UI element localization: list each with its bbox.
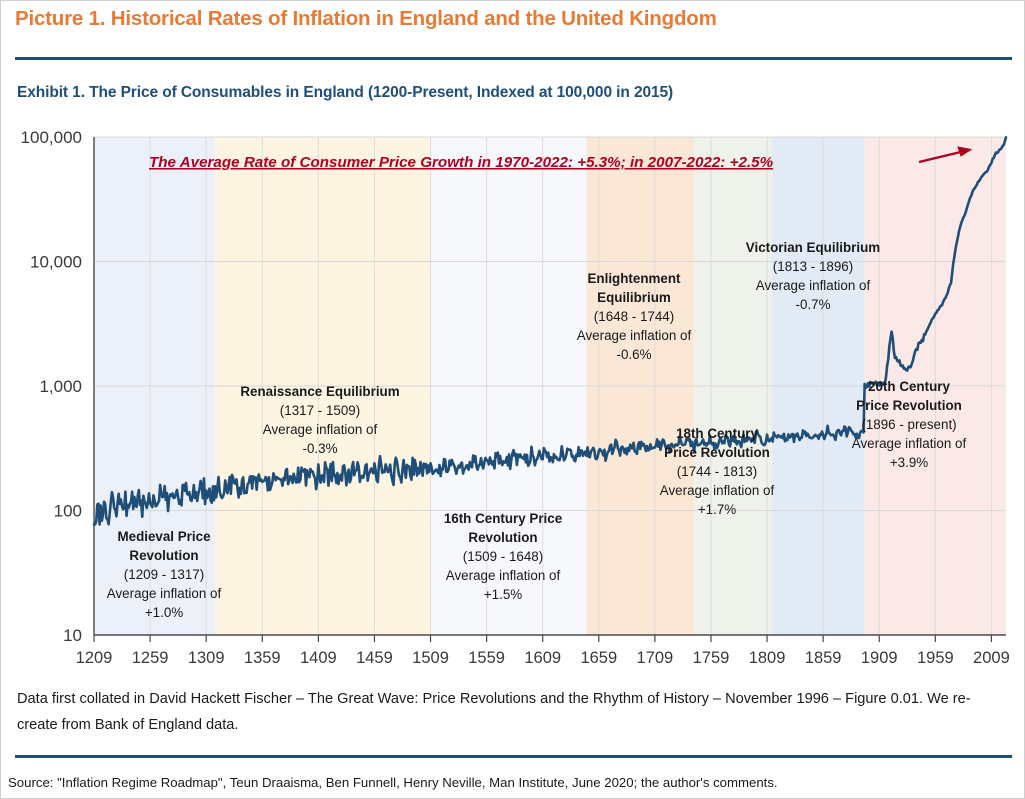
x-axis-label: 1659 <box>580 649 617 667</box>
y-axis-label: 100,000 <box>21 128 82 147</box>
y-axis-label: 1,000 <box>39 377 82 396</box>
annotation-detail: (1648 - 1744) <box>594 309 674 324</box>
x-axis-label: 1759 <box>693 649 730 667</box>
exhibit-title: Exhibit 1. The Price of Consumables in E… <box>17 84 674 101</box>
annotation-detail: Average inflation of <box>852 436 967 451</box>
annotation-detail: +3.9% <box>890 455 928 470</box>
annotation-detail: -0.3% <box>303 441 338 456</box>
chart-container: 10 100 1,000 10,000 100,000 1209 1259 1309 1359… <box>1 113 1025 673</box>
annotation-detail: -0.6% <box>617 347 652 362</box>
annotation-title: Revolution <box>129 548 198 563</box>
header-divider <box>15 57 1012 60</box>
x-axis-label: 1409 <box>300 649 337 667</box>
annotation-detail: Average inflation of <box>107 586 222 601</box>
annotation-title: Medieval Price <box>117 529 210 544</box>
source-line: Source: "Inflation Regime Roadmap", Teun… <box>8 775 778 790</box>
annotation-title: Revolution <box>468 530 537 545</box>
x-axis-label: 1959 <box>917 649 954 667</box>
annotation-detail: Average inflation of <box>660 483 775 498</box>
annotation-title: Enlightenment <box>588 271 682 286</box>
y-axis-label: 10 <box>63 626 82 645</box>
annotation-detail: (1744 - 1813) <box>677 464 757 479</box>
annotation-detail: -0.7% <box>796 297 831 312</box>
annotation-title: 16th Century Price <box>444 511 562 526</box>
annotation-detail: +1.5% <box>484 587 522 602</box>
x-axis-label: 1259 <box>132 649 169 667</box>
x-axis-label: 1609 <box>524 649 561 667</box>
x-axis-label: 1309 <box>188 649 225 667</box>
annotation-detail: (1317 - 1509) <box>280 403 360 418</box>
annotation-detail: (1209 - 1317) <box>124 567 204 582</box>
x-axis-label: 1709 <box>637 649 674 667</box>
x-axis-label: 1859 <box>805 649 842 667</box>
annotation-title: 20th Century <box>868 379 950 394</box>
annotation-detail: +1.7% <box>698 502 736 517</box>
series-path-group <box>92 136 1008 526</box>
annotation-eighteenth: 18th Century Price Revolution (1744 - 1813… <box>660 426 775 517</box>
annotation-detail: Average inflation of <box>446 568 561 583</box>
callout-text: The Average Rate of Consumer Price Growt… <box>149 154 774 171</box>
x-axis-label: 1809 <box>749 649 786 667</box>
x-axis-label: 1509 <box>412 649 449 667</box>
chart-annotations: Medieval Price Revolution (1209 - 1317) Ave… <box>107 240 967 620</box>
annotation-medieval: Medieval Price Revolution (1209 - 1317) Ave… <box>107 529 222 620</box>
annotation-detail: +1.0% <box>145 605 183 620</box>
callout-annotation: The Average Rate of Consumer Price Growt… <box>149 146 973 171</box>
page-title: Picture 1. Historical Rates of Inflation… <box>15 7 717 30</box>
annotation-title: Renaissance Equilibrium <box>240 384 399 399</box>
x-axis-label: 1359 <box>244 649 281 667</box>
annotation-twentieth: 20th Century Price Revolution (1896 - pres… <box>852 379 967 470</box>
annotation-victorian: Victorian Equilibrium (1813 - 1896) Averag… <box>746 240 881 312</box>
series-line-price-of-consumables <box>92 136 1008 526</box>
annotation-title: 18th Century <box>676 426 758 441</box>
axis-lines <box>93 137 1006 636</box>
x-axis-label: 1559 <box>468 649 505 667</box>
y-axis-ticks: 10 100 1,000 10,000 100,000 <box>21 128 82 645</box>
footer-divider <box>15 755 1012 758</box>
x-axis-ticks: 1209 1259 1309 1359 1409 1459 1509 1559 1609 1659… <box>76 635 1010 667</box>
inflation-line-chart: 10 100 1,000 10,000 100,000 1209 1259 1309 1359… <box>21 128 1010 667</box>
x-axis-label: 1209 <box>76 649 113 667</box>
figure-note: Data first collated in David Hackett Fis… <box>17 691 971 733</box>
annotation-detail: (1813 - 1896) <box>773 259 853 274</box>
annotation-detail: Average inflation of <box>577 328 692 343</box>
callout-arrow-head <box>957 146 973 157</box>
annotation-title: Equilibrium <box>597 290 671 305</box>
annotation-detail: Average inflation of <box>263 422 378 437</box>
annotation-detail: Average inflation of <box>756 278 871 293</box>
y-axis-label: 10,000 <box>30 253 82 272</box>
annotation-title: Price Revolution <box>856 398 962 413</box>
x-axis-label: 2009 <box>973 649 1010 667</box>
annotation-detail: (1509 - 1648) <box>463 549 543 564</box>
annotation-detail: (1896 - present) <box>861 417 956 432</box>
annotation-sixteenth: 16th Century Price Revolution (1509 - 1648… <box>444 511 562 602</box>
annotation-title: Price Revolution <box>664 445 770 460</box>
y-axis-label: 100 <box>54 502 82 521</box>
annotation-renaissance: Renaissance Equilibrium (1317 - 1509) Aver… <box>240 384 399 456</box>
annotation-enlightenment: Enlightenment Equilibrium (1648 - 1744) Ave… <box>577 271 692 362</box>
annotation-title: Victorian Equilibrium <box>746 240 881 255</box>
x-axis-label: 1459 <box>356 649 393 667</box>
x-axis-label: 1909 <box>861 649 898 667</box>
